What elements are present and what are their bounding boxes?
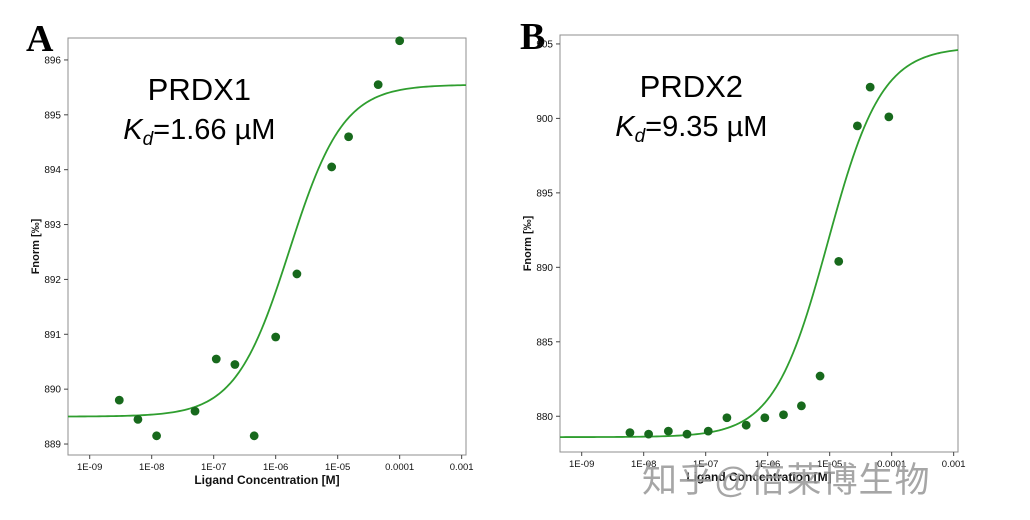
chart-title: PRDX2	[640, 69, 743, 104]
y-tick-label: 890	[536, 263, 553, 274]
y-axis-label: Fnorm [‰]	[30, 218, 42, 274]
x-tick-label: 0.0001	[877, 459, 906, 470]
binding-curve-chart-prdx2: 880 885 890 895 900 905 1E-09 1E-08 1E-07 1E-06 1E…	[522, 34, 966, 484]
data-point	[292, 269, 302, 279]
data-point	[722, 413, 732, 423]
x-tick-label: 1E-06	[263, 462, 288, 473]
y-tick-label: 905	[536, 39, 553, 50]
y-tick-label: 892	[44, 275, 61, 286]
data-point	[852, 121, 862, 131]
data-point	[625, 428, 635, 438]
y-tick-label: 896	[44, 55, 61, 66]
data-point	[271, 332, 281, 342]
data-point	[760, 413, 770, 423]
data-point	[865, 82, 875, 92]
x-tick-label: 1E-07	[693, 459, 718, 470]
y-tick-label: 880	[536, 412, 553, 423]
data-point	[395, 36, 405, 46]
data-point	[884, 112, 894, 122]
y-tick-label: 894	[44, 165, 61, 176]
y-tick-label: 900	[536, 114, 553, 125]
binding-curve-chart-prdx1: 889 890 891 892 893 894 895 896 1E-09 1E-08 1E-07 1…	[30, 36, 474, 487]
x-tick-label: 1E-07	[201, 462, 226, 473]
data-point	[344, 132, 353, 142]
data-point	[373, 80, 383, 90]
data-point	[815, 371, 825, 381]
x-tick-label: 0.0001	[385, 462, 414, 473]
data-point	[190, 406, 200, 416]
y-tick-label: 895	[536, 188, 553, 199]
fit-curve	[67, 84, 467, 418]
y-tick-label: 895	[44, 110, 61, 121]
data-point	[741, 420, 751, 430]
data-point	[152, 431, 161, 441]
x-axis-label: Ligand Concentration [M]	[686, 470, 831, 484]
data-point	[133, 414, 143, 424]
data-point	[834, 256, 844, 266]
x-tick-label: 1E-08	[139, 462, 164, 473]
kd-annotation: Kd=1.66 µM	[123, 114, 275, 150]
panel-label-b: B	[520, 16, 546, 58]
x-tick-label: 0.001	[942, 459, 966, 470]
data-point	[230, 360, 240, 369]
x-tick-label: 1E-06	[755, 459, 780, 470]
y-tick-label: 891	[44, 330, 61, 341]
data-point	[211, 354, 221, 364]
chart-title: PRDX1	[148, 72, 251, 107]
data-point	[779, 410, 788, 420]
x-tick-label: 1E-09	[569, 459, 594, 470]
data-point	[644, 429, 653, 439]
y-tick-label: 890	[44, 385, 61, 396]
data-point	[327, 162, 337, 172]
data-point	[114, 395, 124, 405]
x-tick-label: 1E-05	[325, 462, 350, 473]
fit-curve	[560, 49, 959, 438]
data-point	[703, 426, 713, 436]
data-point	[682, 429, 692, 439]
data-point	[797, 401, 806, 411]
x-axis-label: Ligand Concentration [M]	[194, 473, 339, 487]
plot-area	[559, 34, 959, 453]
panel-label-a: A	[26, 18, 54, 60]
data-point	[249, 431, 259, 441]
zhihu-watermark: 知乎@倍莱博生物	[642, 461, 931, 500]
x-tick-label: 0.001	[450, 462, 474, 473]
kd-annotation: Kd=9.35 µM	[615, 111, 767, 147]
plot-area	[67, 37, 467, 456]
y-axis-label: Fnorm [‰]	[522, 215, 534, 271]
x-tick-label: 1E-08	[631, 459, 656, 470]
x-tick-label: 1E-09	[77, 462, 102, 473]
data-point	[663, 426, 673, 436]
y-tick-label: 893	[44, 220, 61, 231]
y-tick-label: 885	[536, 337, 553, 348]
x-tick-label: 1E-05	[817, 459, 842, 470]
y-tick-label: 889	[44, 440, 61, 451]
